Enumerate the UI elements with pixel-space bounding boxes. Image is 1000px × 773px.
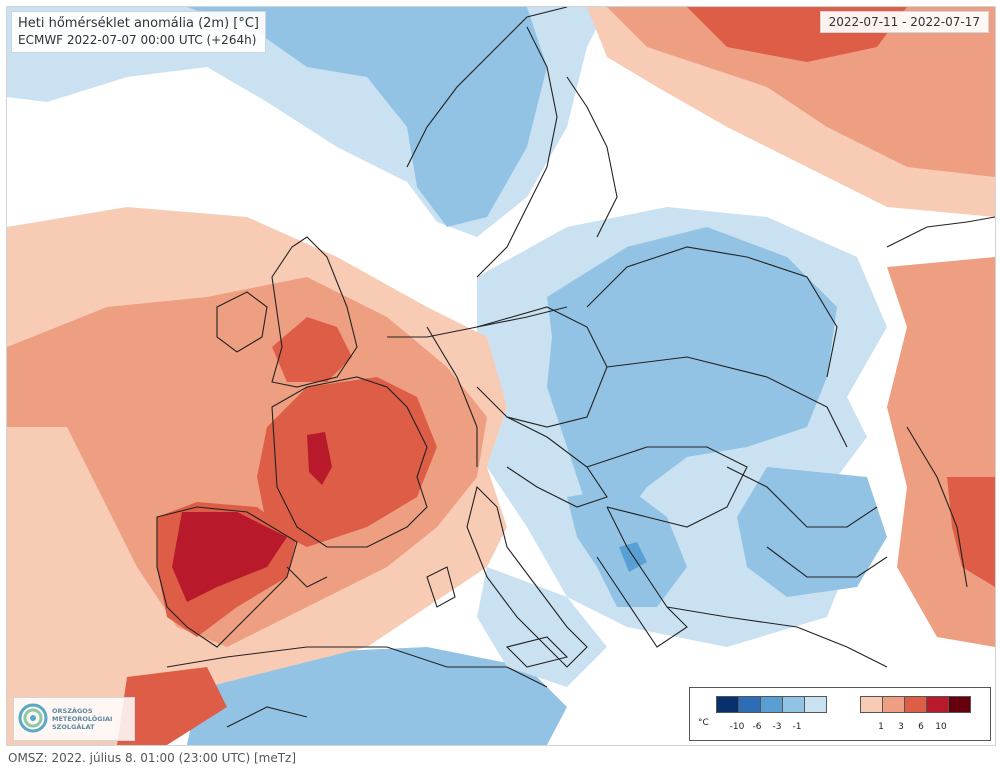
norway-coast: [406, 7, 568, 168]
russia-border-east: [886, 216, 995, 248]
coastlines-and-borders: [156, 7, 995, 728]
footer-caption: OMSZ: 2022. július 8. 01:00 (23:00 UTC) …: [8, 751, 297, 765]
central-europe-borders: [506, 416, 608, 508]
legend-warm-scale: [860, 696, 971, 713]
sweden-coast: [476, 26, 558, 278]
legend-warm-cell-0: [860, 696, 883, 713]
great-britain-outline: [271, 236, 358, 388]
legend-warm-tick: 10: [935, 722, 947, 732]
warm-area-france: [257, 377, 437, 547]
france-outline: [271, 376, 428, 548]
legend-warm-cell-1: [882, 696, 905, 713]
ireland-outline: [216, 291, 268, 353]
cold-area-greece-core: [619, 542, 647, 572]
ukraine-north-border: [606, 356, 848, 448]
warm-area-caucasus: [947, 477, 995, 587]
poland-outline: [476, 306, 608, 428]
cold-anomaly-areas: [7, 7, 887, 745]
turkey-coast: [666, 606, 888, 668]
omsz-logo-icon: [18, 703, 48, 733]
cold-area-black-sea: [737, 467, 887, 597]
legend-cold-cell-1: [738, 696, 761, 713]
legend-cold-tick: -3: [772, 722, 782, 732]
legend-cold-cell-2: [760, 696, 783, 713]
warm-area-morocco: [117, 667, 227, 745]
romania-outline: [586, 446, 748, 528]
map-title: Heti hőmérséklet anomália (2m) [°C]: [18, 16, 259, 31]
corsica-sardinia: [426, 566, 456, 608]
logo-line-2: METEOROLÓGIAI: [52, 715, 113, 723]
cold-area-eastern-europe: [547, 227, 837, 527]
legend-warm-cell-3: [926, 696, 949, 713]
cold-area-north-africa: [187, 647, 567, 745]
warm-area-france-core: [307, 432, 332, 485]
legend-cold-tick: -6: [752, 722, 762, 732]
legend-warm-cell-4: [948, 696, 971, 713]
black-sea-south-coast: [766, 546, 888, 578]
date-range-label: 2022-07-11 - 2022-07-17: [819, 11, 989, 33]
balearic-islands: [286, 566, 328, 588]
finland-coast: [566, 76, 618, 238]
balkans-outline: [596, 506, 688, 648]
germany-west-border: [426, 326, 478, 467]
legend-cold-cell-3: [782, 696, 805, 713]
legend-warm-tick: 1: [878, 722, 884, 732]
black-sea-north-coast: [726, 466, 878, 528]
model-run-label: ECMWF 2022-07-07 00:00 UTC (+264h): [18, 33, 257, 47]
omsz-logo: ORSZÁGOS METEOROLÓGIAI SZOLGÁLAT: [13, 697, 135, 741]
omsz-logo-text: ORSZÁGOS METEOROLÓGIAI SZOLGÁLAT: [52, 707, 112, 731]
legend-cold-cell-4: [804, 696, 827, 713]
legend-cold-tick: -10: [729, 722, 745, 732]
logo-line-3: SZOLGÁLAT: [52, 723, 95, 731]
cold-area-italy-south: [477, 567, 607, 687]
sicily-outline: [505, 636, 569, 668]
legend-cold-cell-0: [716, 696, 739, 713]
legend-cold-tick: -1: [792, 722, 802, 732]
legend-warm-tick: 6: [918, 722, 924, 732]
warm-area-iberia-core: [172, 512, 287, 602]
warm-anomaly-areas: [7, 7, 995, 745]
legend-warm-cell-2: [904, 696, 927, 713]
warm-area-russia: [607, 7, 995, 177]
logo-line-1: ORSZÁGOS: [52, 707, 93, 715]
anomaly-map-canvas: [7, 7, 995, 745]
color-legend: °C -10 -6 -3 -1 1 3 6 10: [689, 687, 991, 741]
legend-warm-tick: 3: [898, 722, 904, 732]
cold-area-scandinavia: [187, 7, 547, 227]
warm-area-britain: [272, 317, 352, 382]
iberia-outline: [156, 506, 298, 648]
map-title-box: Heti hőmérséklet anomália (2m) [°C] ECMW…: [11, 11, 266, 53]
africa-interior-border: [226, 706, 308, 728]
north-africa-coast: [166, 646, 548, 688]
italy-outline: [466, 485, 588, 668]
warm-area-western-europe: [7, 277, 487, 647]
anomaly-map: Heti hőmérséklet anomália (2m) [°C] ECMW…: [6, 6, 996, 746]
legend-cold-scale: [716, 696, 827, 713]
baltic-belarus-borders: [586, 246, 838, 378]
legend-unit: °C: [698, 718, 709, 728]
caspian-west-coast: [906, 426, 968, 588]
